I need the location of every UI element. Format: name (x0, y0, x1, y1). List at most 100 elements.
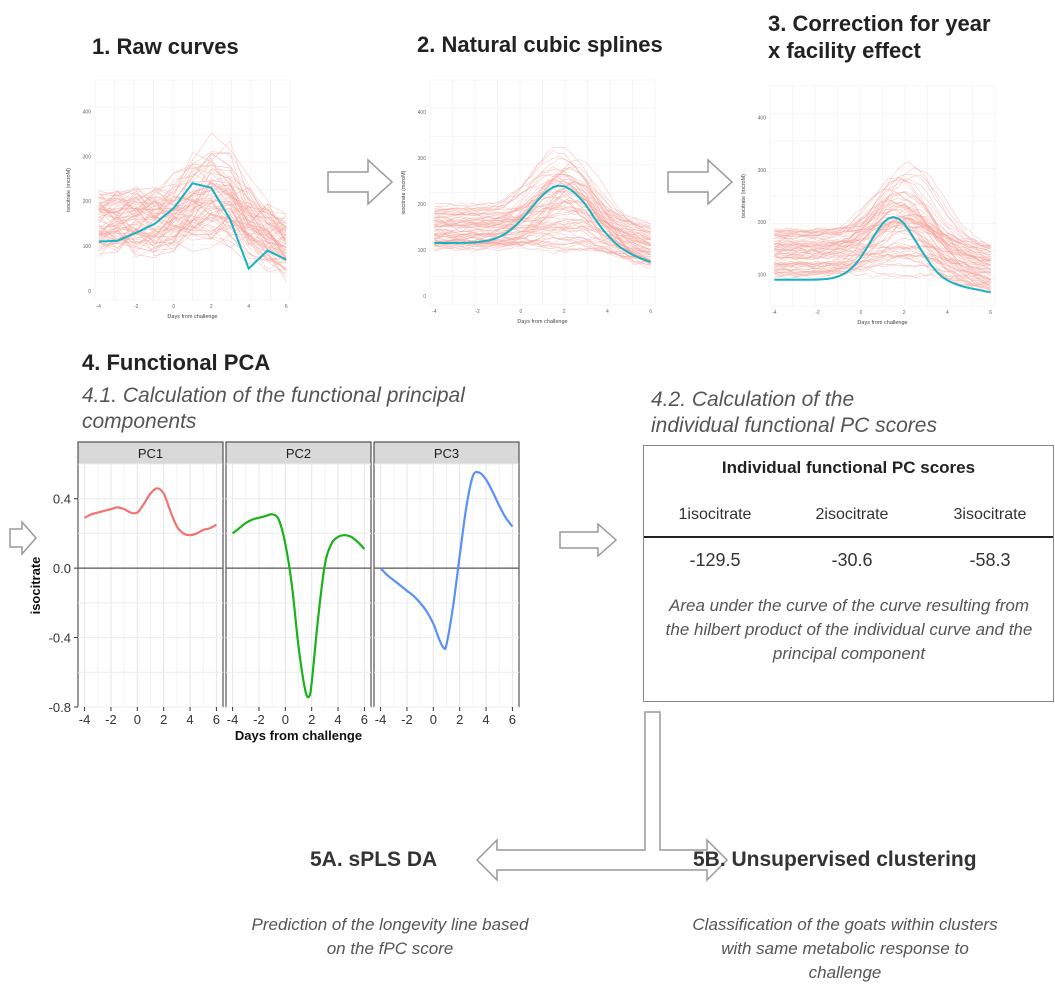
individual-curve (434, 169, 651, 251)
y-tick-label: 300 (758, 168, 767, 174)
individual-curve (98, 225, 287, 261)
x-tick-label: 4 (186, 712, 193, 727)
corrected-curves-svg: 100 200 300 400 -4 -2 0 2 4 6 Days from challenge i… (741, 85, 996, 326)
individual-curve (98, 196, 287, 251)
step5a-desc: Prediction of the longevity line based o… (251, 915, 529, 958)
y-tick-label: 200 (758, 220, 767, 226)
step2-title: 2. Natural cubic splines (417, 32, 663, 57)
individual-curve (98, 175, 287, 219)
individual-curve (774, 250, 991, 283)
mean-curve (98, 182, 287, 271)
y-tick-label: 400 (758, 115, 767, 121)
y-tick-label: 100 (418, 248, 427, 254)
individual-curve (774, 209, 991, 270)
mean-curve (774, 215, 991, 294)
pc-scores-box: Individual functional PC scores 1isocitr… (643, 445, 1054, 702)
y-tick-label: 0.4 (53, 492, 71, 507)
raw-curves-svg: 0 100 200 300 400 -4 -2 0 2 4 6 Days from challenge… (66, 79, 291, 320)
individual-curve (98, 191, 287, 245)
x-tick-label: 6 (649, 309, 652, 315)
individual-curve (434, 147, 651, 231)
individual-curve (98, 140, 287, 241)
y-tick-label: 100 (83, 244, 92, 250)
individual-curve (434, 150, 651, 233)
x-tick-label: 6 (213, 712, 220, 727)
individual-curve (434, 180, 651, 224)
individual-curve (774, 198, 991, 253)
x-tick-label: -2 (105, 712, 117, 727)
step41-subtitle: 4.1. Calculation of the functional princ… (82, 383, 465, 435)
x-tick-label: 2 (456, 712, 463, 727)
step4-title: 4. Functional PCA (82, 350, 271, 375)
individual-curve (774, 270, 991, 290)
individual-curve (434, 238, 651, 266)
score-val-1: -129.5 (689, 550, 741, 570)
arrow-into-fpca (9, 520, 37, 556)
step41-line1: 4.1. Calculation of the functional princ… (82, 384, 465, 407)
individual-curve (98, 152, 287, 215)
x-tick-label: 0 (430, 712, 437, 727)
individual-curve (774, 177, 991, 265)
individual-curve (98, 163, 287, 236)
x-tick-label: 6 (361, 712, 368, 727)
individual-curve (98, 132, 287, 245)
individual-curve (434, 157, 651, 232)
step3-title-line2: x facility effect (768, 38, 921, 63)
individual-curve (774, 225, 991, 280)
individual-curve (434, 221, 651, 253)
individual-curve (434, 181, 651, 265)
individual-curve (434, 233, 651, 256)
individual-curve (98, 217, 287, 260)
individual-curve (774, 244, 991, 273)
step41-line2: components (82, 410, 197, 433)
individual-curve (774, 262, 991, 283)
pc-curve-pc3 (379, 470, 514, 651)
panel-strip-label: PC1 (138, 446, 163, 461)
individual-curve (434, 208, 651, 229)
y-tick-label: 200 (83, 199, 92, 205)
arrow-fpca-to-scores (559, 522, 618, 558)
step5a-title: 5A. sPLS DA (310, 848, 438, 871)
arrow-scores-to-outcomes (475, 711, 729, 882)
individual-curve (774, 196, 991, 266)
y-tick-label: 400 (418, 110, 427, 116)
scores-title: Individual functional PC scores (721, 458, 976, 477)
x-tick-label: 0 (282, 712, 289, 727)
x-tick-label: -2 (401, 712, 413, 727)
y-axis-label: isocitrate (mcroM) (741, 174, 747, 218)
individual-curve (98, 207, 287, 238)
spline-curves-svg: 0 100 200 300 400 -4 -2 0 2 4 6 Days from challenge… (401, 79, 656, 325)
y-tick-label: 100 (758, 273, 767, 279)
individual-curve (774, 213, 991, 276)
individual-curve (434, 200, 651, 246)
individual-curve (774, 256, 991, 289)
arrow-2-to-3 (667, 158, 734, 206)
score-val-3: -58.3 (969, 550, 1011, 570)
score-col-2: 2isocitrate (815, 506, 889, 523)
y-tick-label: -0.8 (49, 700, 71, 715)
individual-curve (774, 243, 991, 262)
x-tick-label: 0 (134, 712, 141, 727)
individual-curve (774, 229, 991, 293)
individual-curve (774, 179, 991, 248)
individual-curve (774, 244, 991, 285)
individual-curve (774, 191, 991, 261)
individual-curve (434, 210, 651, 250)
y-axis-label: isocitrate (mcroM) (401, 170, 407, 214)
individual-curve (98, 196, 287, 245)
individual-curve (98, 200, 287, 257)
x-tick-label: -4 (432, 309, 437, 315)
spline-curves-plot: 0 100 200 300 400 -4 -2 0 2 4 6 Days from challenge… (395, 72, 665, 327)
individual-curve (98, 228, 287, 278)
step5b-desc: Classification of the goats within clust… (692, 915, 998, 982)
score-col-1: 1isocitrate (678, 506, 752, 523)
y-axis-label: isocitrate (mcroM) (66, 168, 72, 212)
x-tick-label: -2 (253, 712, 265, 727)
mean-curve (434, 184, 652, 263)
x-tick-label: 6 (285, 304, 288, 310)
x-tick-label: -4 (772, 310, 777, 316)
x-tick-label: 4 (482, 712, 489, 727)
y-tick-label: 200 (418, 202, 427, 208)
x-tick-label: 6 (509, 712, 516, 727)
